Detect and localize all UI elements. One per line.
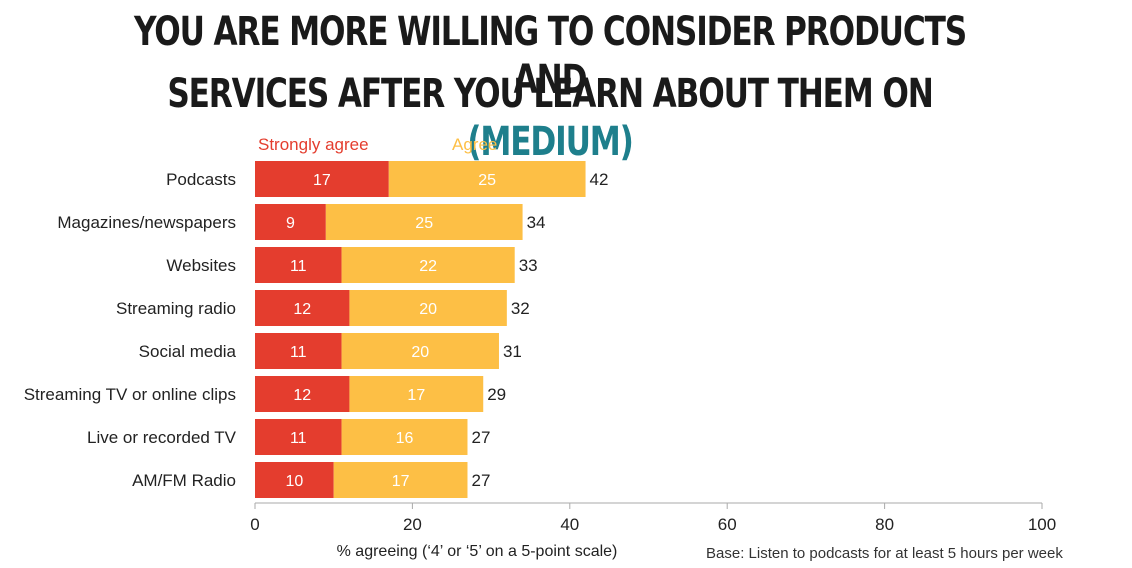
total-label-websites: 33 [519, 256, 538, 275]
x-tick-label: 20 [403, 515, 422, 534]
bar-strongly-agree-social-media [255, 333, 342, 369]
bar-value-label: 11 [290, 430, 307, 447]
total-label-social-media: 31 [503, 342, 522, 361]
x-tick-label: 0 [250, 515, 259, 534]
category-label-websites: Websites [166, 256, 236, 275]
bar-strongly-agree-magazines-newspapers [255, 204, 326, 240]
bar-agree-streaming-radio [349, 290, 507, 326]
chart-title-line-2: SERVICES AFTER YOU LEARN ABOUT THEM ON (… [121, 70, 979, 166]
legend-agree: Agree [452, 135, 497, 154]
category-label-magazines-newspapers: Magazines/newspapers [57, 213, 236, 232]
x-tick-label: 40 [560, 515, 579, 534]
bar-agree-magazines-newspapers [325, 204, 523, 240]
bar-value-label: 9 [286, 215, 295, 232]
bar-value-label: 25 [415, 215, 433, 232]
bar-agree-live-or-recorded-tv [341, 419, 468, 455]
base-footnote: Base: Listen to podcasts for at least 5 … [706, 545, 1063, 562]
bar-value-label: 12 [293, 301, 311, 318]
bar-agree-streaming-tv-or-online-clips [349, 376, 484, 412]
bar-agree-podcasts [388, 161, 586, 197]
bar-value-label: 12 [293, 387, 311, 404]
x-tick-label: 60 [718, 515, 737, 534]
category-label-podcasts: Podcasts [166, 170, 236, 189]
bar-strongly-agree-streaming-tv-or-online-clips [255, 376, 350, 412]
bar-agree-am-fm-radio [333, 462, 468, 498]
category-label-live-or-recorded-tv: Live or recorded TV [87, 428, 237, 447]
chart-title-highlight: (MEDIUM) [467, 119, 634, 165]
category-label-streaming-radio: Streaming radio [116, 299, 236, 318]
bar-value-label: 11 [290, 344, 307, 361]
bar-strongly-agree-am-fm-radio [255, 462, 334, 498]
bar-value-label: 20 [411, 344, 429, 361]
x-axis-title: % agreeing (‘4’ or ‘5’ on a 5-point scal… [337, 543, 618, 560]
bar-value-label: 17 [313, 172, 331, 189]
legend-strongly-agree: Strongly agree [258, 135, 369, 154]
category-label-am-fm-radio: AM/FM Radio [132, 471, 236, 490]
bar-value-label: 17 [407, 387, 425, 404]
bar-strongly-agree-podcasts [255, 161, 389, 197]
total-label-podcasts: 42 [590, 170, 609, 189]
bar-agree-websites [341, 247, 515, 283]
x-tick-label: 100 [1028, 515, 1056, 534]
bar-strongly-agree-websites [255, 247, 342, 283]
bar-strongly-agree-live-or-recorded-tv [255, 419, 342, 455]
x-tick-label: 80 [875, 515, 894, 534]
category-label-social-media: Social media [139, 342, 237, 361]
total-label-live-or-recorded-tv: 27 [471, 428, 490, 447]
bar-value-label: 10 [285, 473, 303, 490]
total-label-streaming-radio: 32 [511, 299, 530, 318]
total-label-magazines-newspapers: 34 [527, 213, 546, 232]
total-label-am-fm-radio: 27 [471, 471, 490, 490]
bar-value-label: 16 [396, 430, 414, 447]
category-label-streaming-tv-or-online-clips: Streaming TV or online clips [24, 385, 236, 404]
bar-value-label: 17 [392, 473, 410, 490]
bar-value-label: 20 [419, 301, 437, 318]
bar-value-label: 22 [419, 258, 437, 275]
bar-strongly-agree-streaming-radio [255, 290, 350, 326]
bar-agree-social-media [341, 333, 499, 369]
bar-value-label: 11 [290, 258, 307, 275]
total-label-streaming-tv-or-online-clips: 29 [487, 385, 506, 404]
chart-title-line-1: YOU ARE MORE WILLING TO CONSIDER PRODUCT… [133, 9, 967, 103]
chart-title-line-2-text: SERVICES AFTER YOU LEARN ABOUT THEM ON [167, 71, 933, 117]
bar-value-label: 25 [478, 172, 496, 189]
